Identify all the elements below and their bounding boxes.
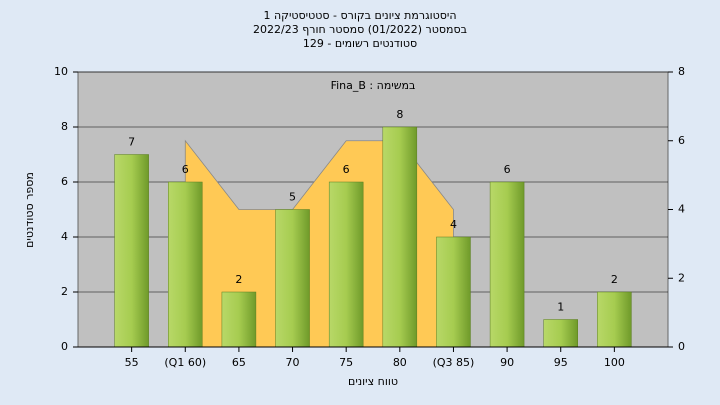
bar — [382, 126, 418, 348]
data-label: 6 — [504, 163, 511, 176]
data-label: 4 — [450, 218, 457, 231]
x-axis-label: טווח ציונים — [348, 375, 398, 388]
y2-tick-label: 6 — [678, 134, 685, 147]
bar — [168, 181, 203, 348]
bar — [114, 154, 149, 348]
data-label: 6 — [182, 163, 189, 176]
bar — [221, 291, 257, 348]
bar — [489, 181, 525, 348]
y-tick-label: 0 — [61, 340, 68, 353]
y-tick-label: 6 — [61, 175, 68, 188]
x-tick-label: 70 — [286, 356, 300, 369]
bar — [328, 181, 364, 348]
y-tick-label: 8 — [61, 120, 68, 133]
x-tick-label: 80 — [393, 356, 407, 369]
y2-tick-label: 0 — [678, 340, 685, 353]
bar — [597, 291, 632, 348]
subtitle: בסמסטר (01/2022) סמסטר חורף 2022/23 — [253, 23, 467, 36]
x-tick-label: 90 — [500, 356, 514, 369]
y-tick-label: 10 — [54, 65, 68, 78]
data-label: 2 — [611, 273, 618, 286]
data-label: 7 — [128, 136, 135, 149]
chart-title: היסטוגרמת ציונים בקורס - סטטיסטיקה 1 — [263, 9, 456, 22]
x-tick-label: 75 — [339, 356, 353, 369]
y-axis-label: מספר סטודנטים — [23, 172, 36, 248]
x-tick-label: (Q3 85) — [433, 356, 475, 369]
data-label: 1 — [557, 301, 564, 314]
x-tick-label: 100 — [604, 356, 625, 369]
subtitle: 129 - סטודנטים רשומים — [303, 37, 417, 50]
y2-tick-label: 2 — [678, 271, 685, 284]
x-tick-label: (Q1 60) — [164, 356, 206, 369]
data-label: 5 — [289, 191, 296, 204]
x-tick-label: 95 — [554, 356, 568, 369]
x-tick-label: 65 — [232, 356, 246, 369]
x-tick-label: 55 — [125, 356, 139, 369]
y2-tick-label: 4 — [678, 203, 685, 216]
bar — [275, 209, 310, 348]
data-label: 8 — [396, 108, 403, 121]
y2-tick-label: 8 — [678, 65, 685, 78]
y-tick-label: 4 — [61, 230, 68, 243]
y-tick-label: 2 — [61, 285, 68, 298]
bar — [543, 319, 578, 348]
bar — [436, 236, 471, 348]
data-label: 2 — [235, 273, 242, 286]
data-label: 6 — [343, 163, 350, 176]
annotation: Fina_B : במשימה — [331, 79, 416, 92]
